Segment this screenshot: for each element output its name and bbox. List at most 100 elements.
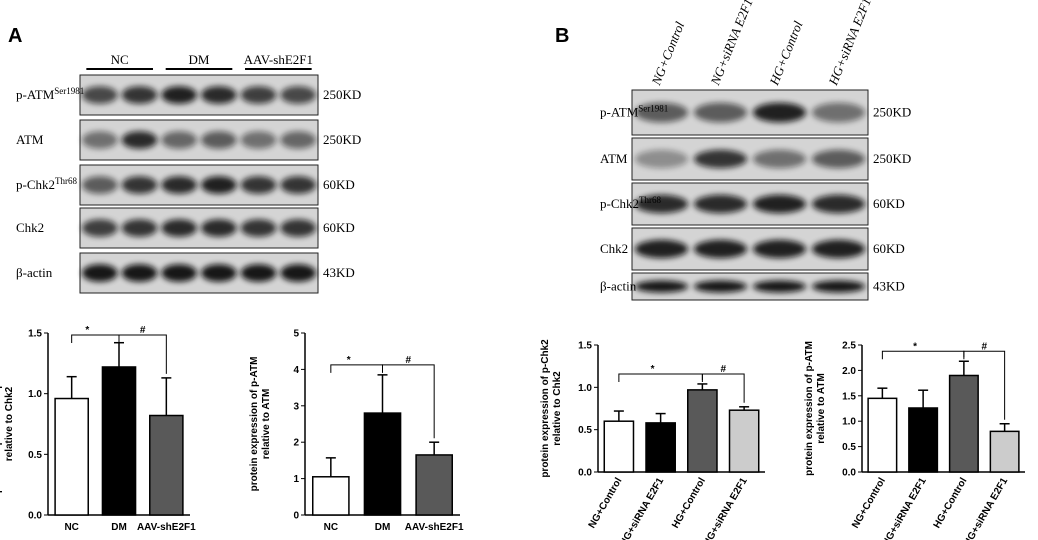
x-tick-label: HG+Control (670, 476, 708, 531)
y-axis-label: protein expression of p-Chk2 (540, 339, 551, 478)
y-tick-label: 0.5 (28, 450, 42, 461)
row-label: p-Chk2Thr68 (600, 195, 661, 211)
row-name: p-ATM (600, 105, 639, 120)
y-tick-label: 2.0 (842, 366, 856, 377)
significance-mark: # (720, 364, 726, 375)
row-sup: Thr68 (639, 195, 661, 205)
significance-mark: * (651, 364, 655, 375)
y-axis-label: relative to Chk2 (4, 386, 15, 461)
lane-label: HG+siRNA E2F1 (825, 0, 874, 88)
size-label: 250KD (323, 87, 361, 102)
y-tick-label: 2.5 (842, 341, 856, 352)
x-tick-label: DM (375, 522, 391, 533)
blot-band (634, 149, 689, 169)
bar (415, 454, 454, 516)
y-axis-label: relative to Chk2 (552, 371, 563, 446)
significance-bracket (618, 373, 703, 382)
y-tick-label: 0.0 (28, 511, 42, 522)
row-name: p-Chk2 (16, 177, 55, 192)
blot-band (240, 264, 277, 282)
row-label: β-actin (16, 265, 53, 280)
blot: p-ATMSer1981 250KD ATM 250KD p-Chk2Thr68 60KD… (600, 0, 911, 301)
blot-band (200, 131, 237, 149)
y-tick-label: 1.5 (842, 391, 856, 402)
blot-band (752, 102, 807, 123)
y-tick-label: 0.0 (578, 468, 592, 479)
significance-mark: * (85, 325, 89, 336)
bar (948, 374, 979, 473)
significance-bracket (71, 334, 120, 343)
bar (54, 397, 89, 516)
blot-band (693, 102, 748, 123)
row-sup: Ser1981 (54, 86, 84, 96)
bar (867, 397, 898, 473)
blot-band (200, 86, 237, 104)
x-tick-label: HG+Control (932, 476, 970, 531)
blot-strip (79, 119, 319, 161)
row-name: ATM (16, 132, 44, 147)
x-tick-label: NG+Control (587, 476, 625, 531)
row-name: p-Chk2 (600, 196, 639, 211)
y-tick-label: 1.0 (28, 389, 42, 400)
y-tick-label: 0.5 (578, 425, 592, 436)
x-tick-label: HG+siRNA E2F1 (962, 476, 1010, 540)
blot-band (693, 194, 748, 214)
y-axis-label: protein expression of p-Chk2 (0, 354, 3, 493)
lane-label: HG+Control (766, 19, 806, 89)
blot-band (634, 102, 689, 123)
blot-band (752, 280, 807, 293)
y-axis-label: protein expression of p-ATM (249, 357, 260, 492)
blot-band (121, 219, 158, 237)
blot-band (121, 264, 158, 282)
row-name: ATM (600, 151, 628, 166)
blot-band (634, 194, 689, 214)
blot-band (81, 131, 118, 149)
group-label: NC (111, 52, 129, 67)
blot-band (811, 102, 866, 123)
size-label: 60KD (323, 220, 355, 235)
blot-band (811, 194, 866, 214)
y-tick-label: 2 (293, 438, 299, 449)
blot-band (280, 219, 317, 237)
blot-band (693, 239, 748, 259)
row-label: Chk2 (600, 241, 628, 256)
y-tick-label: 0.0 (842, 468, 856, 479)
blot-band (200, 176, 237, 194)
row-name: β-actin (600, 279, 637, 294)
blot-band (161, 86, 198, 104)
significance-bracket (881, 350, 965, 360)
blot-band (693, 280, 748, 293)
y-axis-label: protein expression of p-ATM (804, 341, 815, 476)
x-tick-label: NG+siRNA E2F1 (881, 476, 929, 540)
size-label: 250KD (873, 151, 911, 166)
blot-band (200, 264, 237, 282)
panel-label: B (555, 25, 569, 47)
row-sup: Thr68 (55, 176, 77, 186)
blot-band (752, 194, 807, 214)
blot-band (81, 86, 118, 104)
blot-strip (79, 207, 319, 249)
bar-chart: 0 1 2 3 4 5 protein expression of p-ATM relativ… (249, 329, 464, 534)
size-label: 60KD (873, 241, 905, 256)
x-tick-label: NC (64, 522, 78, 533)
x-tick-label: NG+siRNA E2F1 (618, 476, 666, 540)
blot-band (811, 239, 866, 259)
row-label: p-Chk2Thr68 (16, 176, 77, 192)
bar (603, 420, 635, 473)
row-label: p-ATMSer1981 (600, 104, 668, 120)
row-name: β-actin (16, 265, 53, 280)
bar-chart: 0.0 0.5 1.0 1.5 2.0 2.5 protein expression of … (804, 341, 1025, 540)
blot-band (161, 131, 198, 149)
blot-band (121, 131, 158, 149)
x-tick-label: AAV-shE2F1 (405, 522, 464, 533)
blot-band (200, 219, 237, 237)
x-tick-label: AAV-shE2F1 (137, 522, 196, 533)
group-label: AAV-shE2F1 (244, 52, 313, 67)
blot-band (81, 264, 118, 282)
row-label: p-ATMSer1981 (16, 86, 84, 102)
size-label: 43KD (873, 279, 905, 294)
blot-band (240, 176, 277, 194)
blot-band (81, 219, 118, 237)
row-label: ATM (16, 132, 44, 147)
